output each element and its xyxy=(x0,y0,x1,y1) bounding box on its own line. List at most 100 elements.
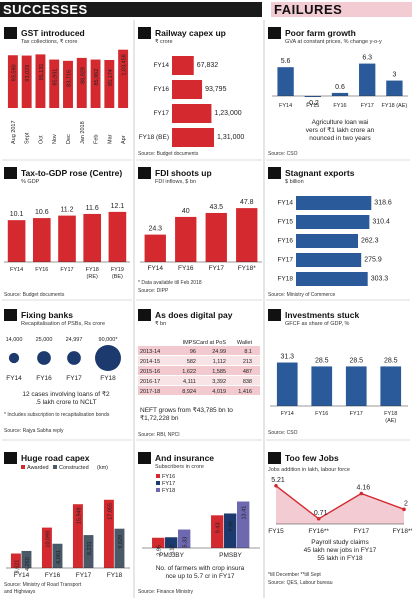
banks-category-label-2: FY17 xyxy=(66,375,82,382)
investments-chart-title: Investments stuck xyxy=(285,310,359,320)
exports-bar-3 xyxy=(296,253,362,267)
roads-category-label-0: FY14 xyxy=(14,572,30,579)
investments-value-label-0: 31.3 xyxy=(280,354,294,361)
roads-legend-unit: (km) xyxy=(97,465,108,471)
taxgdp-value-label-1: 10.6 xyxy=(35,209,49,216)
digital-cell-1-1: 582 xyxy=(187,359,196,365)
roads-bar-0-3 xyxy=(103,499,114,568)
jobs-value-label-0: 5.21 xyxy=(271,477,285,484)
banks-value-label-1: 25,000 xyxy=(36,337,53,343)
banks-note-line-1: 12 cases involving loans of ₹2 xyxy=(22,390,110,398)
gst-value-label-0: 93,590 xyxy=(11,64,17,81)
taxgdp-category-sub-label-3: (RE) xyxy=(87,274,98,280)
digital-cell-2-0: 2015-16 xyxy=(140,369,160,375)
fdi-value-label-0: 24.3 xyxy=(148,226,162,233)
taxgdp-panel-icon xyxy=(4,167,17,179)
exports-category-label-4: FY18 xyxy=(277,275,293,282)
insurance-legend-label-0: FY16 xyxy=(162,474,175,480)
roads-bar-0-1 xyxy=(41,527,52,568)
gst-chart-title: GST introduced xyxy=(21,28,85,38)
roads-source-line-2: and Highways xyxy=(4,589,36,595)
railway-panel-icon xyxy=(138,27,151,39)
insurance-bar-1-1 xyxy=(224,513,237,548)
roads-value-label-0-0: 3,621 xyxy=(14,560,20,574)
roads-value-label-0-1: 10,098 xyxy=(45,531,51,548)
banks-bubble-0 xyxy=(8,352,20,364)
digital-cell-4-1: 8,924 xyxy=(182,389,196,395)
gst-value-label-1: 93,029 xyxy=(25,65,31,82)
banks-value-label-2: 24,997 xyxy=(66,337,83,343)
jobs-point-0 xyxy=(274,483,278,488)
fdi-bar-3 xyxy=(236,208,258,262)
jobs-value-label-3: 2 xyxy=(404,500,408,507)
investments-value-label-1: 28.5 xyxy=(315,357,329,364)
digital-table-row-3 xyxy=(138,376,260,385)
taxgdp-chart-title: Tax-to-GDP rose (Centre) xyxy=(21,168,122,178)
roads-bar-1-0 xyxy=(21,550,32,568)
banks-value-label-0: 14,000 xyxy=(6,337,23,343)
exports-value-label-1: 310.4 xyxy=(372,218,390,225)
digital-table-row-0 xyxy=(138,346,260,355)
jobs-category-label-2: FY17 xyxy=(354,528,370,535)
exports-value-label-4: 303.3 xyxy=(371,275,389,282)
exports-value-label-0: 318.6 xyxy=(374,199,392,206)
digital-cell-2-1: 1,622 xyxy=(182,369,196,375)
insurance-bar-1-0 xyxy=(165,537,178,548)
fdi-value-label-1: 40 xyxy=(182,208,190,215)
banks-panel-icon xyxy=(4,309,17,321)
roads-source-line-1: Source: Ministry of Road Transport xyxy=(4,582,82,588)
digital-cell-4-3: 1,416 xyxy=(238,389,252,395)
gst-panel-icon xyxy=(4,27,17,39)
jobs-source: Source: QES, Labour bureau xyxy=(268,580,333,586)
jobs-point-3 xyxy=(402,507,406,512)
gst-bar-4 xyxy=(63,60,73,108)
farm-note-line-1: Agriculture loan wai xyxy=(312,119,369,126)
railway-bar-2 xyxy=(172,104,212,123)
farm-value-label-3: 6.3 xyxy=(362,55,372,62)
jobs-panel-icon xyxy=(268,452,281,464)
jobs-point-2 xyxy=(359,491,364,496)
railway-category-label-0: FY14 xyxy=(153,62,169,69)
gst-value-label-3: 85,931 xyxy=(53,69,59,86)
taxgdp-category-label-2: FY17 xyxy=(60,267,73,273)
jobs-area xyxy=(276,485,404,524)
taxgdp-bar-3 xyxy=(83,213,102,262)
insurance-value-label-1-1: 9.96 xyxy=(229,521,235,532)
taxgdp-value-label-4: 12.1 xyxy=(111,203,125,210)
fdi-category-label-1: FY16 xyxy=(178,265,194,272)
gst-chart-subtitle: Tax collections, ₹ crore xyxy=(21,38,77,45)
taxgdp-bar-0 xyxy=(7,220,26,262)
roads-bar-1-3 xyxy=(114,528,125,568)
farm-chart-title: Poor farm growth xyxy=(285,28,356,38)
insurance-category-label-1: PMSBY xyxy=(219,552,242,559)
investments-category-label-0: FY14 xyxy=(281,411,294,417)
investments-panel-icon xyxy=(268,309,281,321)
gst-category-label-7: Mar xyxy=(107,134,113,144)
taxgdp-category-label-4: FY19 xyxy=(111,267,124,273)
taxgdp-bar-2 xyxy=(58,215,76,262)
banks-footnote: * Includes subscription to recapitalisat… xyxy=(4,412,110,418)
investments-category-sub-label-3: (AE) xyxy=(385,418,396,424)
roads-category-label-2: FY17 xyxy=(76,572,92,579)
farm-category-label-1: FY15 xyxy=(306,103,319,109)
fdi-bar-1 xyxy=(175,216,197,262)
insurance-bar-0-0 xyxy=(152,537,165,548)
exports-source: Source: Ministry of Commerce xyxy=(268,292,335,298)
railway-value-label-1: 93,795 xyxy=(205,86,227,93)
digital-cell-2-2: 1,585 xyxy=(212,369,226,375)
fdi-note: * Data available till Feb 2018 xyxy=(138,280,202,286)
digital-note-line-1: NEFT grows from ₹43,785 bn to xyxy=(140,406,233,414)
digital-table-row-4 xyxy=(138,386,260,395)
taxgdp-chart-subtitle: % GDP xyxy=(21,179,40,185)
roads-legend-label-0: Awarded xyxy=(27,465,49,471)
railway-bar-1 xyxy=(172,80,203,99)
banks-bubble-1 xyxy=(37,351,51,365)
jobs-value-label-1: 0.71 xyxy=(314,510,328,517)
farm-note-line-3: nounced in two years xyxy=(309,135,371,142)
insurance-category-label-0: PMJJBY xyxy=(159,552,185,559)
investments-category-label-2: FY17 xyxy=(350,411,363,417)
railway-bar-0 xyxy=(172,56,194,75)
farm-bar-2 xyxy=(331,92,349,96)
exports-category-label-0: FY14 xyxy=(277,199,293,206)
